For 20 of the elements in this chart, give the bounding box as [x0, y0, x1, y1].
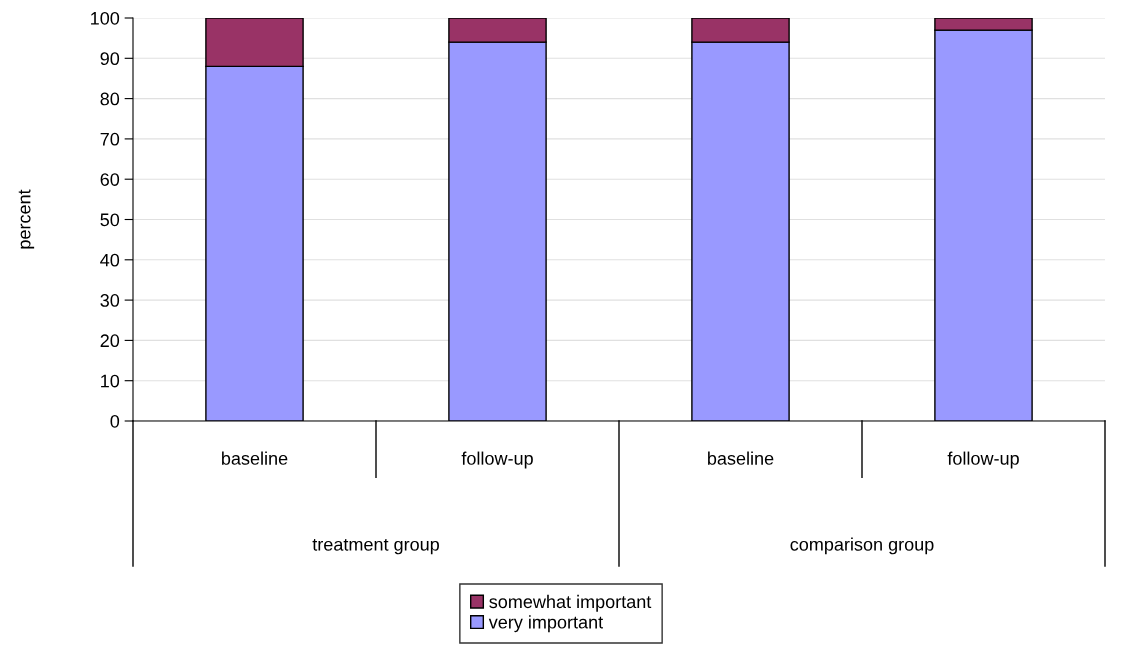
legend-label: somewhat important	[489, 594, 652, 612]
y-tick-label: 20	[100, 334, 120, 348]
x-tick-label: follow-up	[461, 451, 533, 469]
y-tick-label: 0	[110, 414, 120, 428]
text: comparison group	[790, 537, 934, 555]
y-tick-label: 40	[100, 253, 120, 267]
y-tick-label: 10	[101, 374, 120, 388]
y-tick-label: 70	[100, 132, 120, 146]
x-tick-label: baseline	[222, 451, 288, 465]
y-tick-label: 50	[100, 213, 120, 227]
x-tick-label: baseline	[708, 451, 774, 465]
y-tick-label: 30	[100, 294, 120, 307]
y-tick-label: 80	[100, 92, 120, 106]
text: treatment group	[312, 538, 439, 555]
x-tick-label: follow-up	[947, 451, 1019, 469]
y-tick-label: 60	[100, 173, 120, 186]
y-tick-label: 100	[91, 11, 120, 25]
legend-label: very important	[488, 615, 604, 633]
y-tick-label: 90	[100, 52, 120, 66]
y-axis-title: percent	[18, 189, 35, 249]
